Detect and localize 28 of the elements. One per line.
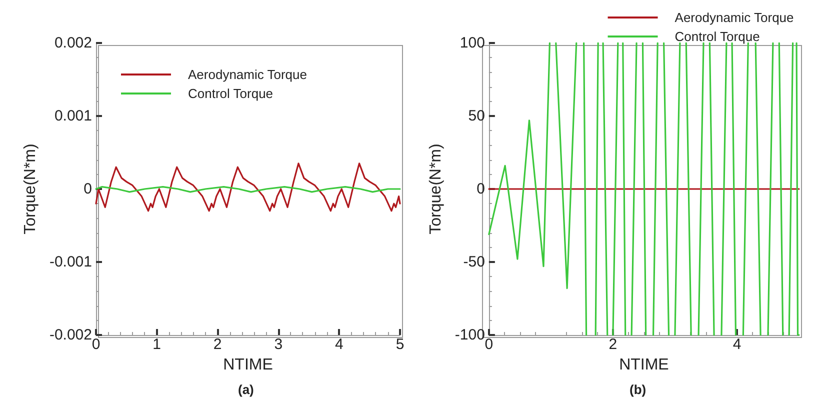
y-tick-label: 100 — [460, 34, 485, 52]
x-tick-label: 2 — [213, 336, 222, 353]
y-tick-label: 0.001 — [54, 108, 92, 124]
x-axis-title: NTIME — [223, 356, 273, 374]
y-tick-label: 0 — [84, 180, 92, 198]
x-tick-label: 5 — [396, 336, 404, 353]
legend-label: Aerodynamic Torque — [188, 67, 307, 82]
x-tick-label: 1 — [152, 336, 161, 353]
text: (a) — [238, 382, 254, 397]
y-tick-label: 0.002 — [54, 34, 92, 52]
legend-label: Aerodynamic Torque — [674, 10, 794, 25]
x-tick-label: 2 — [608, 336, 618, 353]
y-tick-label: -0.001 — [49, 254, 92, 270]
text: (b) — [630, 382, 646, 397]
x-tick-label: 4 — [335, 336, 344, 353]
x-tick-label: 3 — [274, 336, 283, 353]
y-tick-label: -0.002 — [49, 326, 92, 344]
y-axis-title: Torque(N*m) — [22, 144, 40, 234]
legend-label: Control Torque — [674, 29, 760, 44]
legend-label: Control Torque — [188, 86, 274, 101]
line-series — [95, 162, 401, 212]
y-tick-label: -100 — [454, 326, 485, 344]
y-tick-label: 0 — [476, 180, 485, 198]
y-tick-label: 50 — [468, 108, 485, 124]
x-axis-title: NTIME — [619, 356, 669, 374]
y-tick-label: -50 — [463, 254, 485, 270]
y-axis-title: Torque(N*m) — [428, 144, 444, 234]
x-tick-label: 4 — [732, 336, 742, 353]
